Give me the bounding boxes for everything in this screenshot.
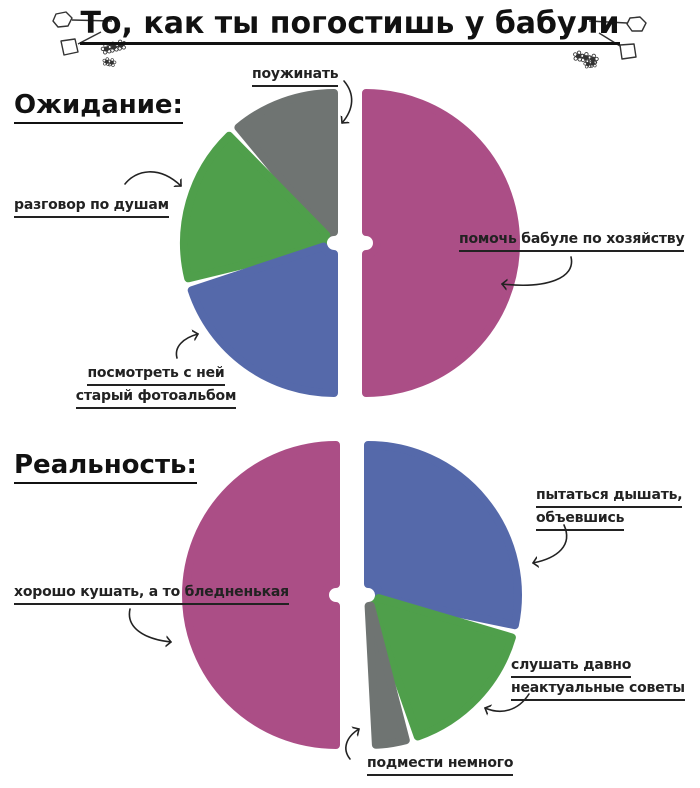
section-header-expectation: Ожидание: bbox=[14, 90, 183, 124]
arrow-to-slice-old-photo-album bbox=[175, 334, 199, 359]
label-try-to-breathe: пытаться дышать, объевшись bbox=[536, 485, 683, 531]
pie-slice-heart-to-heart-talk bbox=[180, 131, 331, 283]
label-line: объевшись bbox=[536, 508, 625, 531]
pin-string bbox=[71, 19, 113, 22]
label-help-grandma-housework: помочь бабуле по хозяйству bbox=[459, 229, 685, 252]
pie-reality bbox=[182, 441, 522, 749]
arrow-to-slice-heart-to-heart-talk bbox=[124, 171, 182, 186]
pie-slice-eat-well bbox=[182, 441, 340, 749]
label-line: посмотреть с ней bbox=[87, 363, 225, 386]
section-header-text: Реальность: bbox=[14, 450, 197, 484]
arrow-to-slice-sweep-a-little bbox=[345, 729, 360, 760]
label-old-photo-album: посмотреть с ней старый фотоальбом bbox=[56, 363, 256, 409]
label-line: старый фотоальбом bbox=[75, 386, 236, 409]
pie-slice-help-grandma-housework bbox=[362, 89, 520, 397]
pie-slice-sweep-a-little bbox=[364, 601, 410, 749]
pie-slice-try-to-breathe-overeaten bbox=[364, 441, 522, 630]
arrow-to-slice-eat-well bbox=[128, 608, 172, 642]
label-line: поужинать bbox=[252, 64, 339, 87]
label-line: неактуальные советы bbox=[511, 678, 685, 701]
label-have-dinner: поужинать bbox=[252, 64, 339, 87]
arrow-to-slice-have-dinner bbox=[342, 80, 353, 124]
label-eat-well: хорошо кушать, а то бледненькая bbox=[14, 582, 289, 605]
label-line: хорошо кушать, а то бледненькая bbox=[14, 582, 289, 605]
section-header-text: Ожидание: bbox=[14, 90, 183, 124]
label-outdated-advice: слушать давно неактуальные советы bbox=[511, 655, 685, 701]
pin-icon bbox=[52, 11, 73, 28]
pie-slice-have-dinner bbox=[234, 89, 338, 239]
arrow-to-slice-outdated-advice bbox=[484, 693, 530, 711]
label-line: слушать давно bbox=[511, 655, 631, 678]
page-title-text: То, как ты погостишь у бабули bbox=[80, 6, 620, 45]
pin-icon bbox=[626, 16, 647, 32]
label-line: пытаться дышать, bbox=[536, 485, 683, 508]
callout-arrows bbox=[124, 80, 573, 760]
page-title: То, как ты погостишь у бабули bbox=[0, 6, 700, 45]
pin-string bbox=[588, 20, 628, 24]
section-header-reality: Реальность: bbox=[14, 450, 197, 484]
pie-expectation bbox=[180, 89, 520, 397]
arrow-to-slice-help-grandma-housework bbox=[501, 256, 573, 285]
pin-icon bbox=[619, 43, 637, 60]
label-line: разговор по душам bbox=[14, 195, 169, 218]
label-heart-to-heart-talk: разговор по душам bbox=[14, 195, 169, 218]
label-line: подмести немного bbox=[367, 753, 513, 776]
label-line: помочь бабуле по хозяйству bbox=[459, 229, 685, 252]
label-sweep-a-little: подмести немного bbox=[367, 753, 513, 776]
flowers-icon: ❀❀ bbox=[582, 56, 594, 72]
pin-icon bbox=[60, 38, 79, 56]
pie-slice-old-photo-album bbox=[187, 242, 338, 397]
